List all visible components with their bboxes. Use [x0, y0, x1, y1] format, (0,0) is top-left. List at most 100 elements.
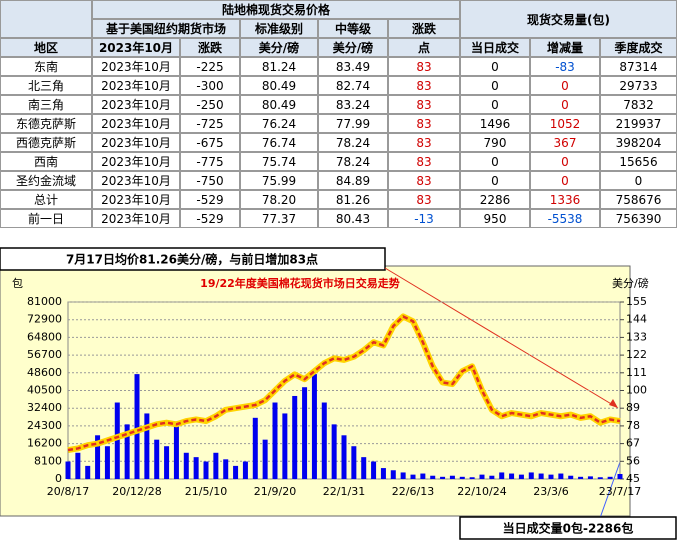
header-sub: 中等级: [318, 19, 388, 38]
arrow-head: [609, 399, 618, 408]
y-tick-label: 16200: [27, 437, 62, 450]
volume-bar: [578, 476, 584, 479]
volume-bar: [459, 476, 465, 479]
pointer-arrow: [384, 267, 619, 409]
column-header: 美分/磅: [318, 38, 388, 57]
y-tick-label: 56700: [27, 348, 62, 361]
table-cell: 1336: [530, 190, 600, 209]
y2-tick-label: 56: [626, 454, 640, 467]
volume-bar: [242, 461, 248, 479]
y2-tick-label: 78: [626, 419, 640, 432]
volume-bar: [292, 395, 298, 479]
table-cell: 84.89: [318, 171, 388, 190]
table-cell: 北三角: [0, 76, 92, 95]
table-cell: 2023年10月: [92, 114, 180, 133]
table-cell: 0: [460, 57, 530, 76]
volume-bar: [587, 476, 593, 479]
x-tick-label: 22/6/13: [392, 485, 434, 498]
volume-bar: [509, 473, 515, 479]
table-cell: 80.49: [240, 76, 318, 95]
volume-bar: [410, 474, 416, 479]
table-cell: 2286: [460, 190, 530, 209]
table-cell: 0: [460, 152, 530, 171]
table-cell: -750: [180, 171, 240, 190]
table-cell: 83: [388, 190, 460, 209]
table-cell: 2023年10月: [92, 171, 180, 190]
y2-tick-label: 133: [626, 330, 647, 343]
volume-bar: [341, 435, 347, 479]
y-tick-label: 48600: [27, 366, 62, 379]
table-cell: 78.20: [240, 190, 318, 209]
table-cell: -250: [180, 95, 240, 114]
x-tick-label: 20/8/17: [47, 485, 89, 498]
table-cell: 83: [388, 76, 460, 95]
banner-box: [0, 247, 386, 271]
volume-bar: [331, 424, 337, 479]
volume-bar: [558, 473, 564, 479]
table-cell: -725: [180, 114, 240, 133]
y-tick-label: 64800: [27, 330, 62, 343]
table-cell: 75.99: [240, 171, 318, 190]
pointer-line: [599, 461, 621, 519]
table-cell: -529: [180, 209, 240, 228]
table-cell: 83: [388, 95, 460, 114]
volume-bar: [302, 387, 308, 479]
y-tick-label: 81000: [27, 295, 62, 308]
table-cell: -83: [530, 57, 600, 76]
table-cell: 东德克萨斯: [0, 114, 92, 133]
column-header: 点: [388, 38, 460, 57]
header-title: 陆地棉现货交易价格: [92, 0, 460, 19]
y2-tick-label: 45: [626, 472, 640, 485]
y-tick-label: 32400: [27, 401, 62, 414]
table-cell: 西南: [0, 152, 92, 171]
x-tick-label: 23/3/6: [533, 485, 568, 498]
table-cell: 83: [388, 114, 460, 133]
volume-bar: [430, 475, 436, 479]
table-cell: 76.24: [240, 114, 318, 133]
volume-bar: [528, 472, 534, 479]
table-cell: -775: [180, 152, 240, 171]
table-cell: 东南: [0, 57, 92, 76]
column-header: 增减量: [530, 38, 600, 57]
y-tick-label: 24300: [27, 419, 62, 432]
volume-bar: [449, 475, 455, 479]
table-cell: 0: [460, 76, 530, 95]
volume-bar: [499, 472, 505, 479]
banner: 7月17日均价81.26美分/磅，与前日增加83点: [66, 252, 318, 267]
volume-bar: [607, 476, 613, 479]
column-header: 涨跌: [180, 38, 240, 57]
y2-tick-label: 100: [626, 384, 647, 397]
table-cell: 81.26: [318, 190, 388, 209]
table-cell: 1496: [460, 114, 530, 133]
table-cell: 76.74: [240, 133, 318, 152]
table-cell: 2023年10月: [92, 209, 180, 228]
table-cell: 80.43: [318, 209, 388, 228]
y-tick-label: 8100: [34, 454, 62, 467]
volume-bar: [203, 461, 209, 479]
volume-bar: [282, 413, 288, 479]
volume-bar: [223, 459, 229, 479]
x-tick-label: 22/10/24: [457, 485, 506, 498]
volume-bar: [479, 474, 485, 479]
volume-bar: [311, 374, 317, 479]
volume-bar: [252, 417, 258, 479]
table-cell: 790: [460, 133, 530, 152]
table-cell: 950: [460, 209, 530, 228]
footer-note: 当日成交量0包-2286包: [503, 521, 634, 536]
y-tick-label: 40500: [27, 384, 62, 397]
column-header: 美分/磅: [240, 38, 318, 57]
table-cell: 0: [460, 95, 530, 114]
volume-bar: [173, 424, 179, 479]
table-cell: 78.24: [318, 152, 388, 171]
table-cell: 0: [530, 95, 600, 114]
volume-bar: [469, 477, 475, 479]
header-blank: [0, 0, 92, 38]
table-cell: 77.99: [318, 114, 388, 133]
y-tick-label: 72900: [27, 313, 62, 326]
table-cell: 1052: [530, 114, 600, 133]
volume-bar: [568, 475, 574, 479]
volume-bar: [124, 424, 130, 479]
table-cell: 80.49: [240, 95, 318, 114]
table-cell: 2023年10月: [92, 190, 180, 209]
x-tick-label: 22/1/31: [323, 485, 365, 498]
